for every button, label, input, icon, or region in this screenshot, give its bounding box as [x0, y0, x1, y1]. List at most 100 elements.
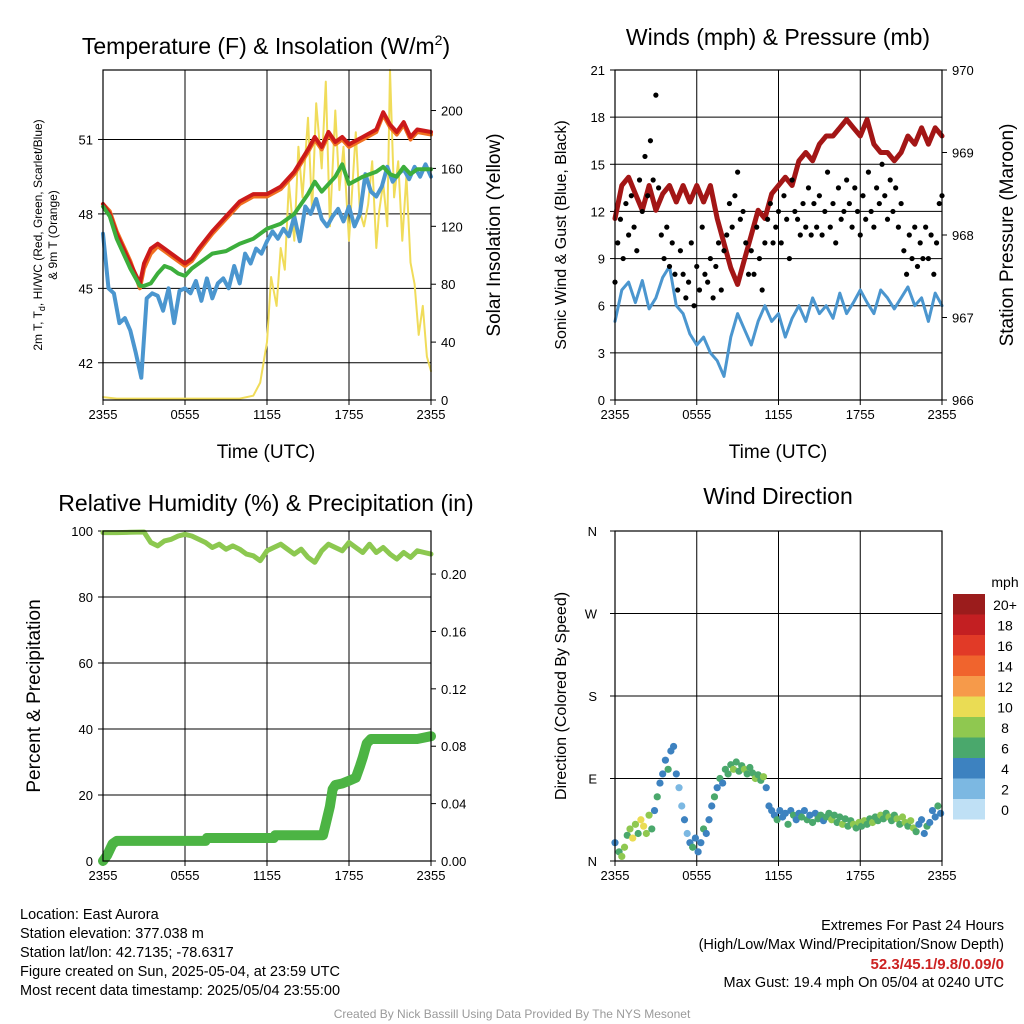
y-tick-label: 6 — [598, 299, 605, 314]
gust-point — [906, 232, 912, 238]
direction-point — [620, 843, 629, 851]
y-tick-label: 100 — [71, 524, 93, 539]
direction-point — [710, 793, 719, 801]
gust-point — [890, 208, 896, 215]
direction-point — [645, 811, 653, 819]
x-tick-label: 2355 — [89, 407, 118, 422]
gust-point — [669, 240, 675, 246]
gust-point — [617, 216, 624, 222]
direction-point — [678, 802, 686, 810]
direction-point — [669, 742, 678, 751]
direction-point — [830, 811, 838, 819]
direction-point — [749, 769, 757, 777]
y-tick-label: 15 — [591, 157, 605, 172]
gust-point — [743, 240, 749, 246]
x-tick-label: 2355 — [601, 868, 630, 883]
direction-point — [659, 770, 667, 778]
direction-point — [732, 758, 740, 766]
gust-point — [702, 271, 708, 277]
direction-point — [640, 822, 648, 830]
direction-point — [618, 852, 626, 861]
gust-point — [767, 200, 773, 207]
x-tick-label: 1155 — [253, 868, 281, 883]
gust-point — [626, 232, 632, 238]
x-tick-label: 2355 — [601, 407, 630, 422]
legend-label: 2 — [1001, 782, 1009, 798]
gust-point — [786, 255, 793, 262]
gust-point — [729, 224, 735, 230]
gust-point — [718, 287, 724, 293]
y-right-tick-label: 40 — [441, 335, 455, 350]
gust-point — [874, 185, 880, 191]
gust-point — [672, 271, 678, 277]
legend-swatch — [953, 635, 985, 656]
gust-point — [933, 240, 940, 246]
direction-point — [680, 816, 689, 824]
legend-label: 4 — [1001, 761, 1009, 777]
y-tick-label: 60 — [79, 656, 93, 671]
extremes-title: Extremes For Past 24 Hours — [821, 918, 1004, 934]
x-tick-label: 1755 — [846, 407, 875, 422]
y-right-tick-label: 0.00 — [441, 854, 466, 869]
y-tick-label: 21 — [591, 63, 605, 78]
direction-point — [874, 817, 882, 825]
gust-point — [724, 232, 730, 238]
direction-point — [798, 813, 806, 821]
gust-point — [833, 240, 839, 246]
gust-point — [680, 271, 686, 277]
y-tick-label: 0 — [598, 393, 605, 408]
direction-point — [759, 773, 768, 781]
legend-swatch — [953, 737, 985, 758]
y-right-tick-label: 160 — [441, 161, 463, 176]
direction-point — [713, 784, 721, 792]
gust-point — [865, 169, 872, 175]
direction-point — [808, 818, 817, 827]
x-tick-label: 1755 — [846, 868, 875, 883]
extremes-values: 52.3/45.1/9.8/0.09/0 — [870, 956, 1004, 973]
gust-point — [748, 248, 754, 254]
direction-point — [836, 813, 844, 821]
y-tick-label: W — [585, 607, 598, 622]
gust-point — [634, 248, 640, 254]
gust-point — [903, 271, 910, 277]
direction-point — [724, 770, 732, 778]
gust-point — [887, 177, 893, 183]
x-tick-label: 1155 — [253, 407, 281, 422]
direction-point — [629, 834, 637, 842]
direction-point — [926, 818, 934, 827]
y-tick-label: 18 — [591, 110, 605, 125]
chart-title: Relative Humidity (%) & Precipitation (i… — [58, 490, 473, 516]
y-tick-label: 42 — [79, 356, 93, 371]
y-right-axis-label: Station Pressure (Maroon) — [997, 124, 1018, 347]
gust-point — [811, 200, 817, 207]
y-right-tick-label: 966 — [952, 393, 974, 408]
x-tick-label: 0555 — [171, 407, 200, 422]
gust-point — [740, 208, 746, 215]
chart-title: Temperature (F) & Insolation (W/m2) — [82, 32, 450, 59]
direction-point — [896, 820, 904, 828]
x-tick-label: 0555 — [682, 407, 711, 422]
direction-point — [653, 793, 661, 801]
y-right-tick-label: 120 — [441, 219, 463, 234]
series-heat_index — [101, 162, 433, 288]
x-axis-label: Time (UTC) — [217, 442, 316, 463]
y-tick-label: N — [588, 854, 597, 869]
direction-point — [675, 784, 683, 792]
x-tick-label: 2355 — [89, 868, 118, 883]
direction-point — [637, 816, 645, 824]
gust-point — [713, 263, 719, 270]
gust-point — [675, 287, 681, 293]
y-tick-label: 3 — [598, 346, 605, 361]
max-gust-text: Max Gust: 19.4 mph On 05/04 at 0240 UTC — [723, 975, 1004, 991]
legend-label: 16 — [997, 638, 1013, 654]
gust-point — [707, 255, 713, 262]
legend-swatch — [953, 778, 985, 799]
direction-point — [838, 820, 847, 828]
direction-point — [661, 756, 670, 764]
y-tick-label: 0 — [86, 854, 93, 869]
gust-point — [688, 240, 694, 246]
direction-point — [691, 834, 699, 842]
gust-point — [928, 232, 934, 238]
chart-title: Wind Direction — [703, 483, 853, 509]
gust-point — [620, 255, 626, 262]
